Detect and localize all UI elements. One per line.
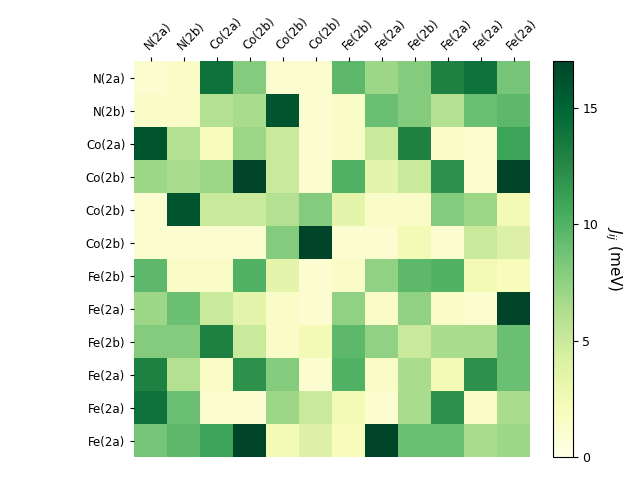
Y-axis label: $J_{ij}$ (meV): $J_{ij}$ (meV): [603, 227, 623, 292]
